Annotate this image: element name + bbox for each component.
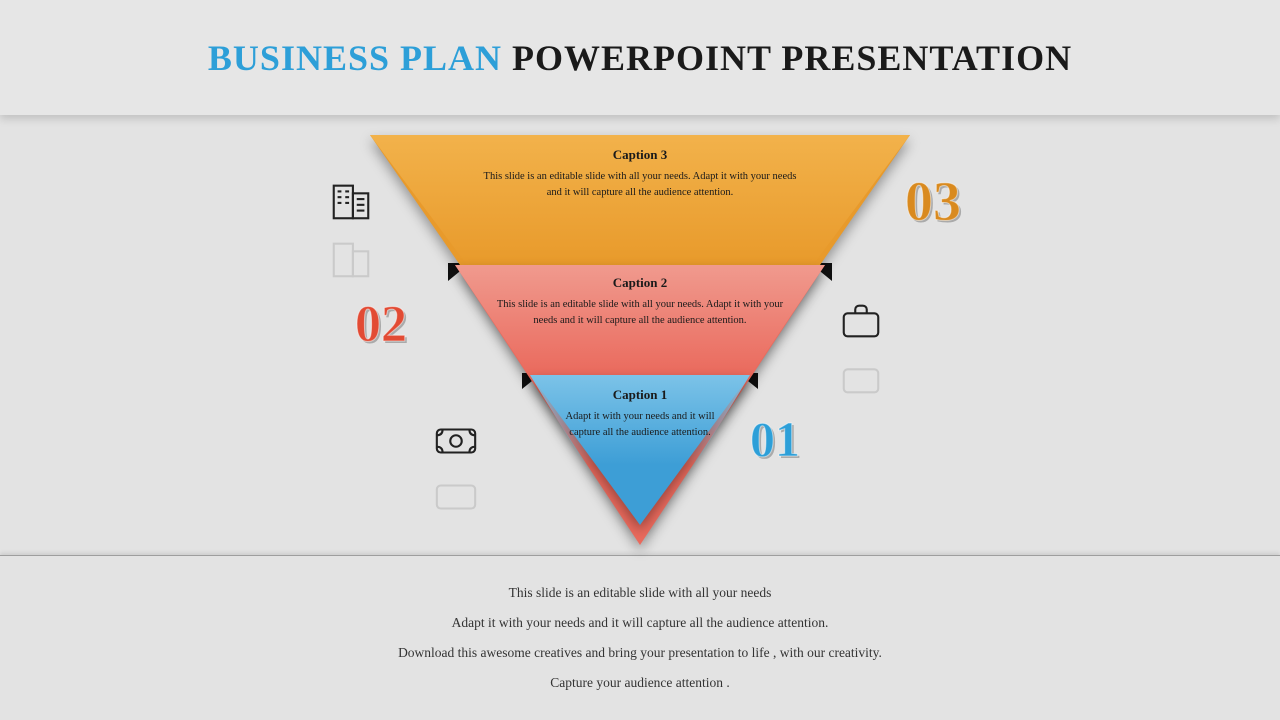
layer1-text: Caption 1 Adapt it with your needs and i…: [560, 387, 720, 441]
layer3-text: Caption 3 This slide is an editable slid…: [480, 147, 800, 201]
title-accent: BUSINESS PLAN: [208, 38, 502, 78]
building-icon-ghost: [325, 233, 377, 285]
number-03: 03: [905, 170, 961, 234]
slide-footer: This slide is an editable slide with all…: [0, 555, 1280, 720]
footer-line-2: Adapt it with your needs and it will cap…: [452, 615, 829, 631]
briefcase-icon-ghost: [835, 351, 887, 403]
title-rest: POWERPOINT PRESENTATION: [502, 38, 1072, 78]
footer-line-4: Capture your audience attention .: [550, 675, 730, 691]
layer2-text: Caption 2 This slide is an editable slid…: [495, 275, 785, 329]
money-icon-ghost: [430, 471, 482, 523]
money-icon: [430, 415, 482, 467]
building-icon: [325, 175, 377, 227]
funnel-stage: Caption 3 This slide is an editable slid…: [0, 115, 1280, 555]
desc-2: This slide is an editable slide with all…: [495, 297, 785, 329]
caption-3: Caption 3: [480, 147, 800, 163]
number-02: 02: [355, 295, 407, 354]
footer-line-1: This slide is an editable slide with all…: [509, 585, 772, 601]
desc-3: This slide is an editable slide with all…: [480, 169, 800, 201]
caption-2: Caption 2: [495, 275, 785, 291]
slide-title: BUSINESS PLAN POWERPOINT PRESENTATION: [208, 37, 1072, 79]
footer-line-3: Download this awesome creatives and brin…: [398, 645, 882, 661]
briefcase-icon: [835, 295, 887, 347]
slide-header: BUSINESS PLAN POWERPOINT PRESENTATION: [0, 0, 1280, 115]
number-01: 01: [750, 410, 800, 468]
desc-1: Adapt it with your needs and it will cap…: [560, 409, 720, 441]
caption-1: Caption 1: [560, 387, 720, 403]
